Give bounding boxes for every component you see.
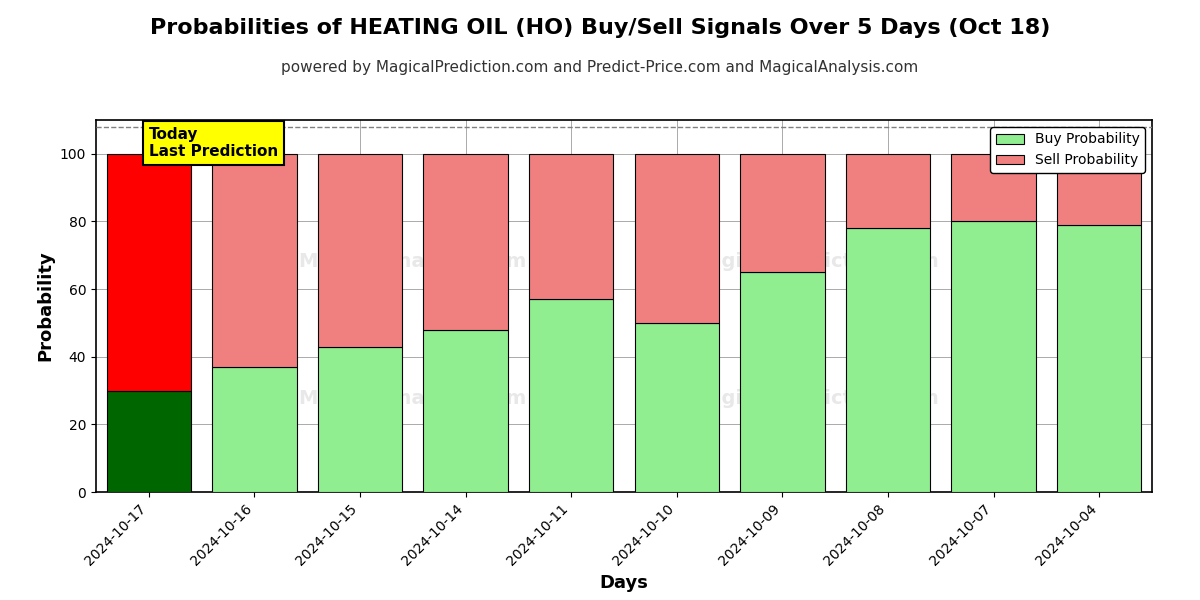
Bar — [740, 272, 824, 492]
Text: Probabilities of HEATING OIL (HO) Buy/Sell Signals Over 5 Days (Oct 18): Probabilities of HEATING OIL (HO) Buy/Se… — [150, 18, 1050, 38]
X-axis label: Days: Days — [600, 574, 648, 592]
Bar — [529, 299, 613, 492]
Bar — [529, 154, 613, 299]
Bar — [846, 228, 930, 492]
Text: powered by MagicalPrediction.com and Predict-Price.com and MagicalAnalysis.com: powered by MagicalPrediction.com and Pre… — [281, 60, 919, 75]
Bar — [1057, 154, 1141, 225]
Bar — [1057, 225, 1141, 492]
Legend: Buy Probability, Sell Probability: Buy Probability, Sell Probability — [990, 127, 1145, 173]
Text: MagicalAnalysis.com: MagicalAnalysis.com — [299, 389, 527, 409]
Bar — [952, 221, 1036, 492]
Bar — [424, 154, 508, 329]
Bar — [635, 154, 719, 323]
Bar — [635, 323, 719, 492]
Text: Today
Last Prediction: Today Last Prediction — [149, 127, 278, 159]
Text: MagicalAnalysis.com: MagicalAnalysis.com — [299, 252, 527, 271]
Bar — [846, 154, 930, 228]
Bar — [952, 154, 1036, 221]
Bar — [212, 367, 296, 492]
Text: MagicalPrediction.com: MagicalPrediction.com — [689, 389, 938, 409]
Bar — [740, 154, 824, 272]
Y-axis label: Probability: Probability — [36, 251, 54, 361]
Bar — [107, 154, 191, 391]
Bar — [424, 329, 508, 492]
Bar — [318, 347, 402, 492]
Bar — [318, 154, 402, 347]
Text: MagicalPrediction.com: MagicalPrediction.com — [689, 252, 938, 271]
Bar — [107, 391, 191, 492]
Bar — [212, 154, 296, 367]
